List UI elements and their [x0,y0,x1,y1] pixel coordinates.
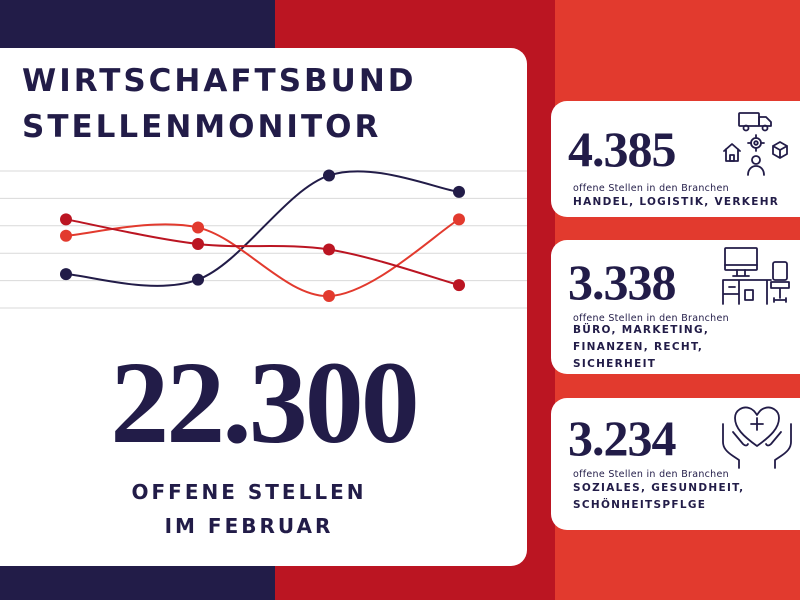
total-openings-label-line-1: OFFENE STELLEN [131,480,367,504]
title-line-1: WIRTSCHAFTSBUND [22,63,417,99]
stat-branch-line: SOZIALES, GESUNDHEIT, [573,482,745,494]
chart-point-series-2 [192,221,204,234]
stat-value: 3.338 [568,254,676,310]
office-desk-icon [722,247,790,305]
stat-value: 3.234 [568,410,676,466]
stat-card-logistics: 4.385 offene Stellen in den Branchen HAN… [551,101,800,217]
chart-point-series-3 [453,279,465,292]
stat-branch-list: SOZIALES, GESUNDHEIT, SCHÖNHEITSPFLGE [573,480,744,514]
logistics-icon [723,112,788,176]
stat-description: offene Stellen in den Branchen [573,183,729,194]
chart-point-series-3 [323,243,335,256]
stat-branch-list: HANDEL, LOGISTIK, VERKEHR [573,194,779,211]
total-openings-label: OFFENE STELLEN IM FEBRUAR [0,475,498,543]
stat-card-office: 3.338 offene Stellen in den Branchen BÜR… [551,240,800,374]
trend-line-chart [0,169,527,309]
stat-description: offene Stellen in den Branchen [573,469,729,480]
stat-branch-list: BÜRO, MARKETING, FINANZEN, RECHT, SICHER… [573,322,709,373]
stat-value: 4.385 [568,121,676,177]
stat-branch-line: SICHERHEIT [573,358,657,370]
stat-branch-line: SCHÖNHEITSPFLGE [573,499,707,511]
chart-point-series-2 [323,290,335,303]
stat-branch-line: HANDEL, LOGISTIK, VERKEHR [573,196,780,208]
total-openings-number: 22.300 [110,337,420,468]
chart-point-series-3 [192,237,204,250]
chart-series-line-2 [65,218,460,298]
chart-point-series-1 [323,169,335,182]
chart-point-series-2 [453,213,465,226]
chart-series-line-1 [65,170,460,287]
chart-point-series-2 [60,229,72,242]
title-line-2: STELLENMONITOR [22,109,382,145]
stat-branch-line: BÜRO, MARKETING, [573,324,710,336]
chart-point-series-3 [60,213,72,226]
stat-card-social-health: 3.234 offene Stellen in den Branchen SOZ… [551,398,800,530]
stat-branch-line: FINANZEN, RECHT, [573,341,704,353]
page-title: WIRTSCHAFTSBUND STELLENMONITOR [22,58,417,150]
chart-point-series-1 [60,268,72,281]
chart-point-series-1 [192,273,204,286]
chart-series-line-3 [65,218,460,287]
stat-description: offene Stellen in den Branchen [573,313,729,324]
chart-point-series-1 [453,185,465,198]
healthcare-hands-heart-icon [722,406,792,469]
total-openings-label-line-2: IM FEBRUAR [164,514,334,538]
main-card [0,48,527,566]
